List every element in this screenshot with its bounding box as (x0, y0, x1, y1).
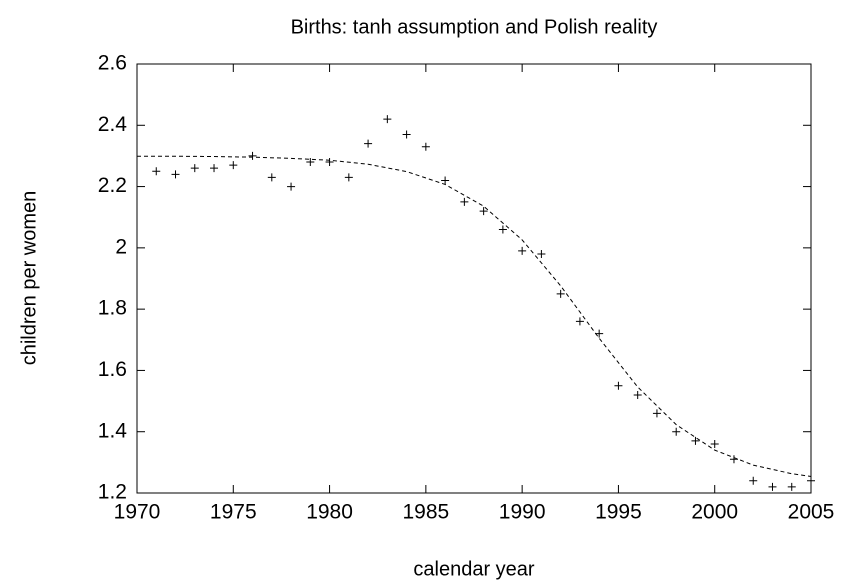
data-point (672, 427, 681, 436)
x-tick-label: 1985 (402, 501, 449, 524)
x-tick-label: 1990 (499, 501, 546, 524)
x-tick-label: 1970 (114, 501, 161, 524)
y-tick-label: 2 (115, 235, 127, 258)
y-tick-label: 2.6 (98, 52, 127, 75)
data-point (768, 482, 777, 491)
data-point (383, 115, 392, 124)
data-point (537, 249, 546, 258)
data-point (749, 476, 758, 485)
x-tick-label: 2000 (691, 501, 738, 524)
y-tick-label: 1.6 (98, 358, 127, 381)
data-point (614, 381, 623, 390)
y-axis-label: children per women (18, 191, 40, 366)
x-tick-label: 1995 (595, 501, 642, 524)
data-point (210, 164, 219, 173)
data-point (421, 142, 430, 151)
data-point (248, 151, 257, 160)
fit-line (137, 155, 812, 477)
y-tick-label: 1.4 (98, 419, 128, 442)
data-point (460, 197, 469, 206)
data-point (287, 182, 296, 191)
data-point (344, 173, 353, 182)
x-tick-label: 1975 (210, 501, 257, 524)
plot-frame (136, 63, 812, 494)
y-tick-label: 2.4 (98, 113, 128, 136)
data-point (190, 164, 199, 173)
data-point (306, 158, 315, 167)
data-point (807, 476, 815, 485)
data-point (498, 225, 507, 234)
data-point (710, 439, 719, 448)
x-tick-label: 1980 (306, 501, 353, 524)
data-point (267, 173, 276, 182)
data-point (229, 161, 238, 170)
data-point (441, 176, 450, 185)
y-tick-label: 1.2 (98, 481, 127, 504)
y-tick-label: 1.8 (98, 297, 127, 320)
x-tick-label: 2005 (788, 501, 835, 524)
data-point (325, 158, 334, 167)
data-point (652, 409, 661, 418)
data-point (556, 289, 565, 298)
x-axis-label: calendar year (413, 558, 535, 580)
data-point (518, 246, 527, 255)
data-point (479, 207, 488, 216)
data-point (364, 139, 373, 148)
chart-title: Births: tanh assumption and Polish reali… (291, 16, 658, 38)
data-point (575, 317, 584, 326)
data-point (152, 167, 161, 176)
data-point (729, 455, 738, 464)
data-point (171, 170, 180, 179)
y-tick-label: 2.2 (98, 174, 127, 197)
data-point (787, 482, 796, 491)
data-point (595, 329, 604, 338)
data-point (691, 436, 700, 445)
data-point (402, 130, 411, 139)
data-point (633, 390, 642, 399)
